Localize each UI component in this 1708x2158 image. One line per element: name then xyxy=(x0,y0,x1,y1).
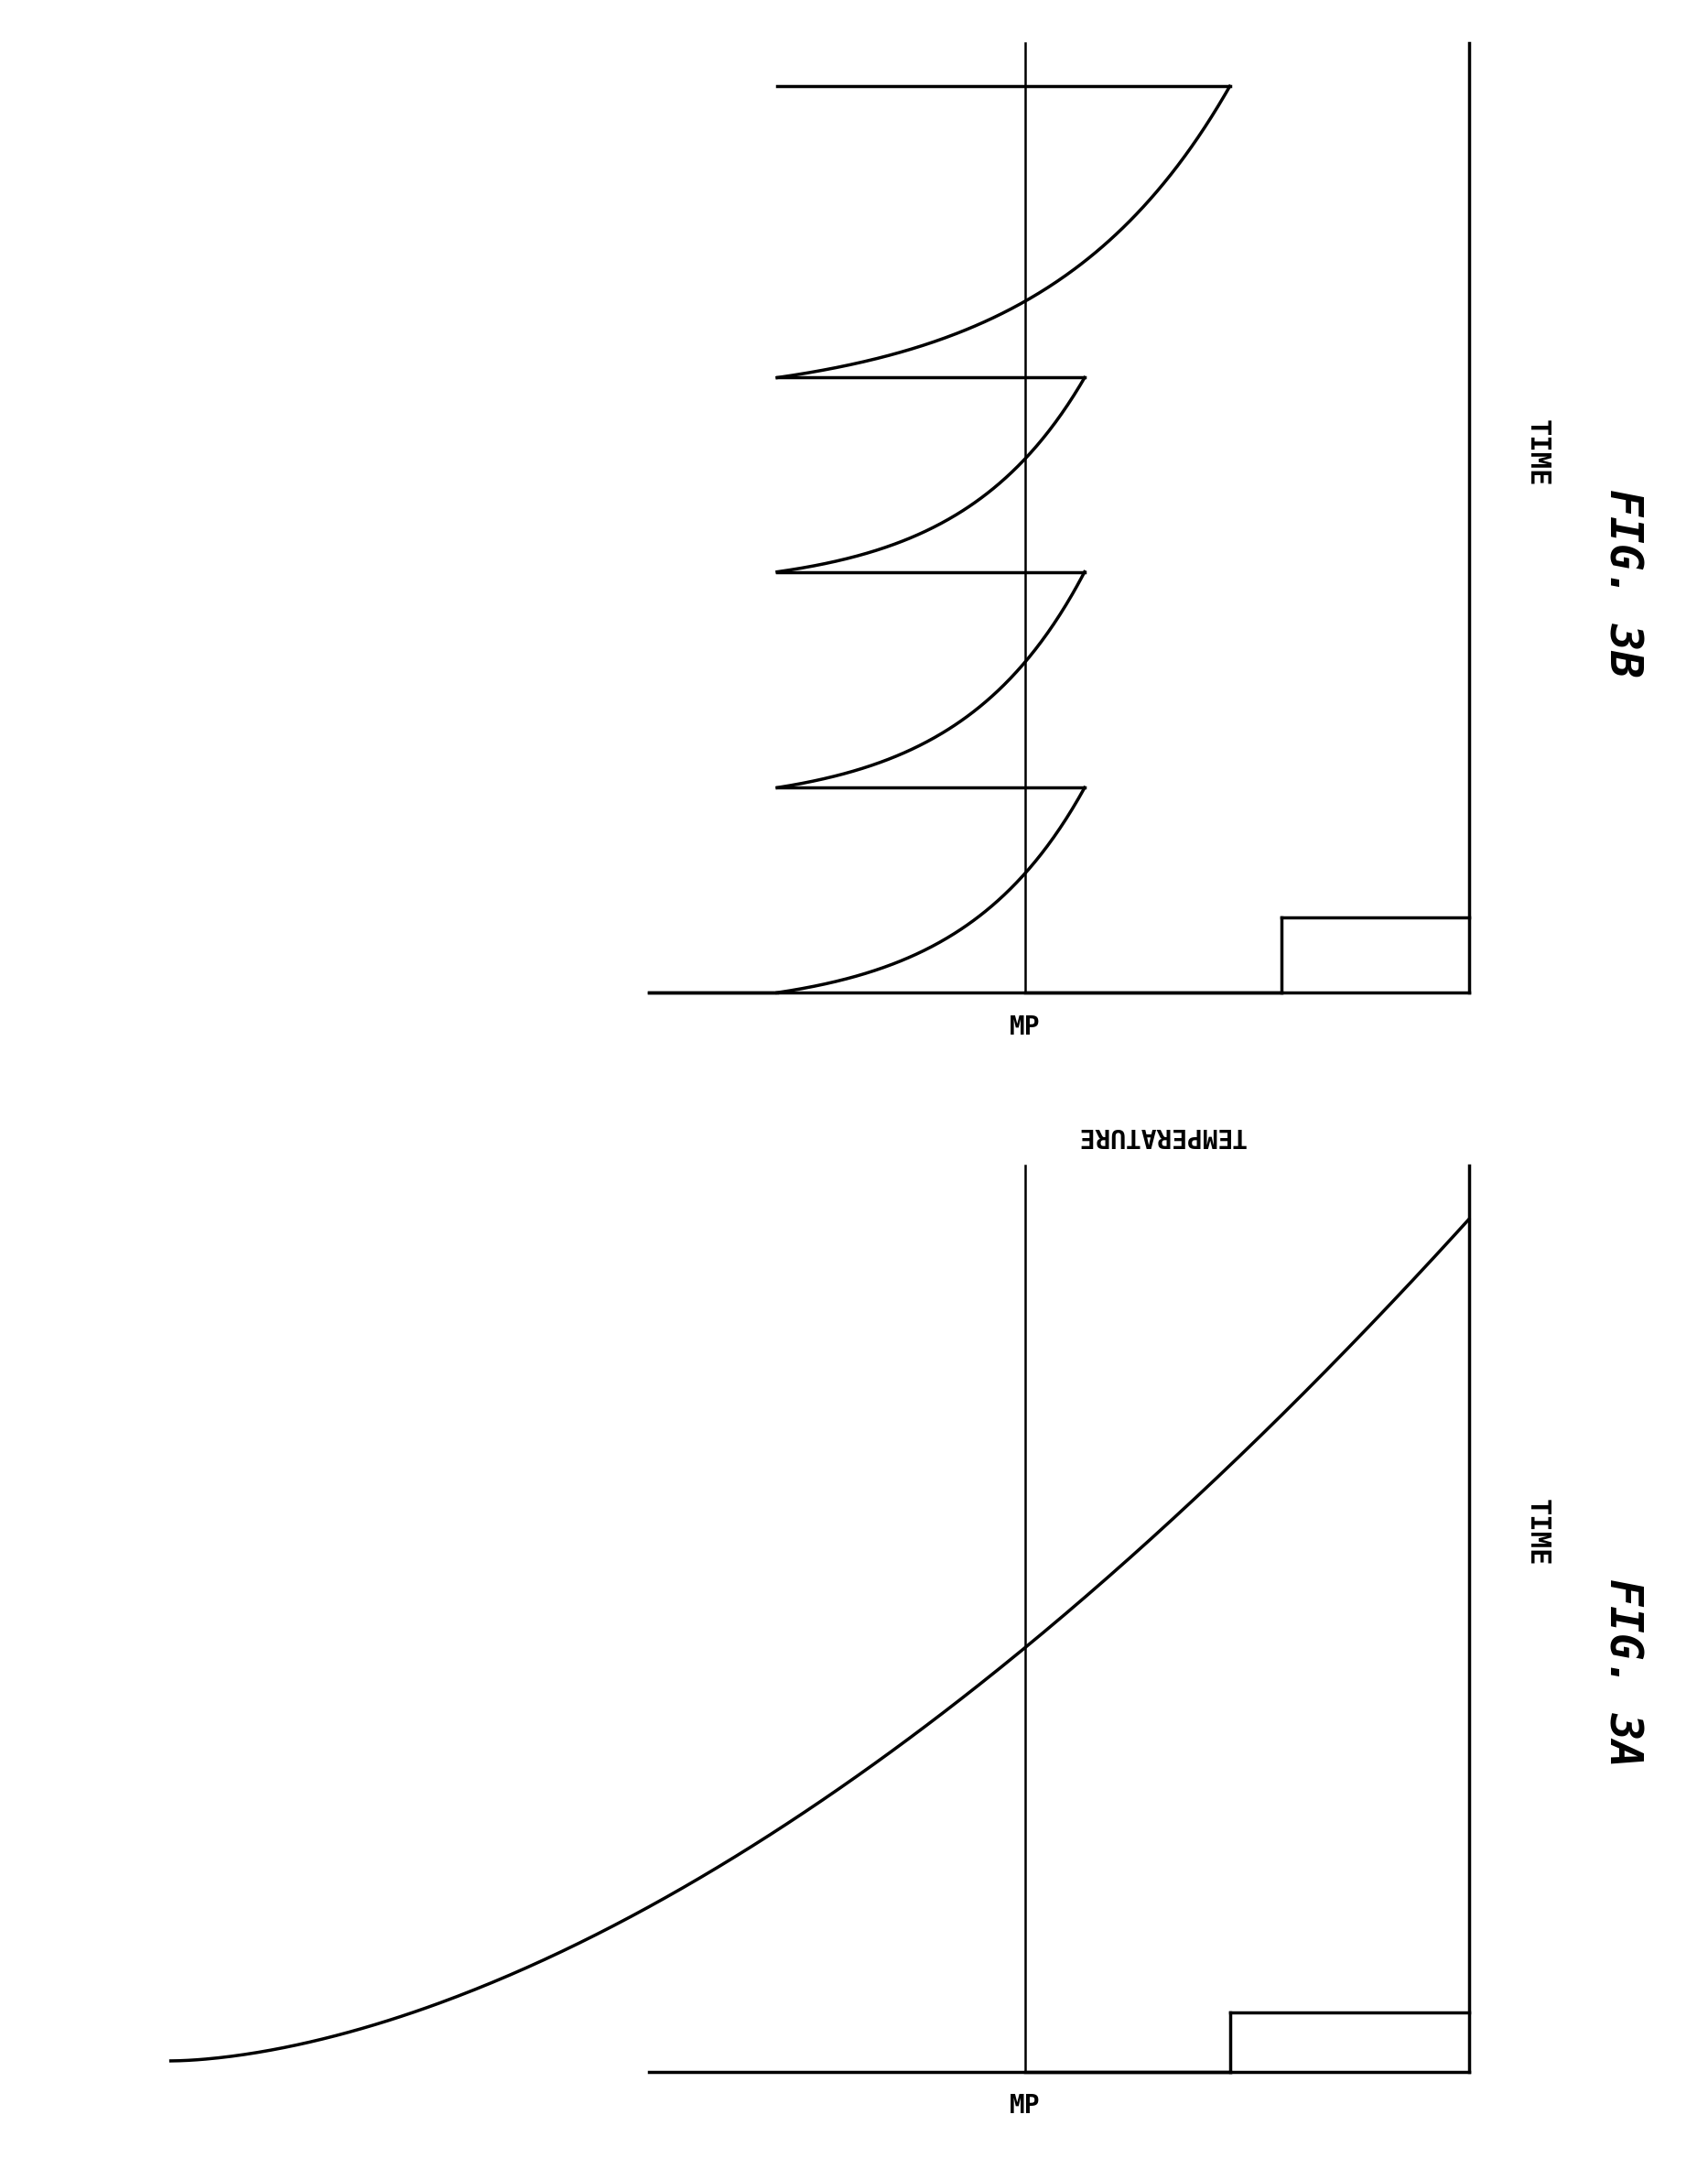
Text: TEMPERATURE: TEMPERATURE xyxy=(1078,1122,1245,1148)
Text: FIG. 3A: FIG. 3A xyxy=(1600,1577,1645,1767)
Text: TIME: TIME xyxy=(1524,419,1551,488)
Text: FIG. 3B: FIG. 3B xyxy=(1600,488,1645,678)
Text: MP: MP xyxy=(1009,1014,1040,1040)
Text: TIME: TIME xyxy=(1524,1498,1551,1567)
Text: MP: MP xyxy=(1009,2093,1040,2119)
